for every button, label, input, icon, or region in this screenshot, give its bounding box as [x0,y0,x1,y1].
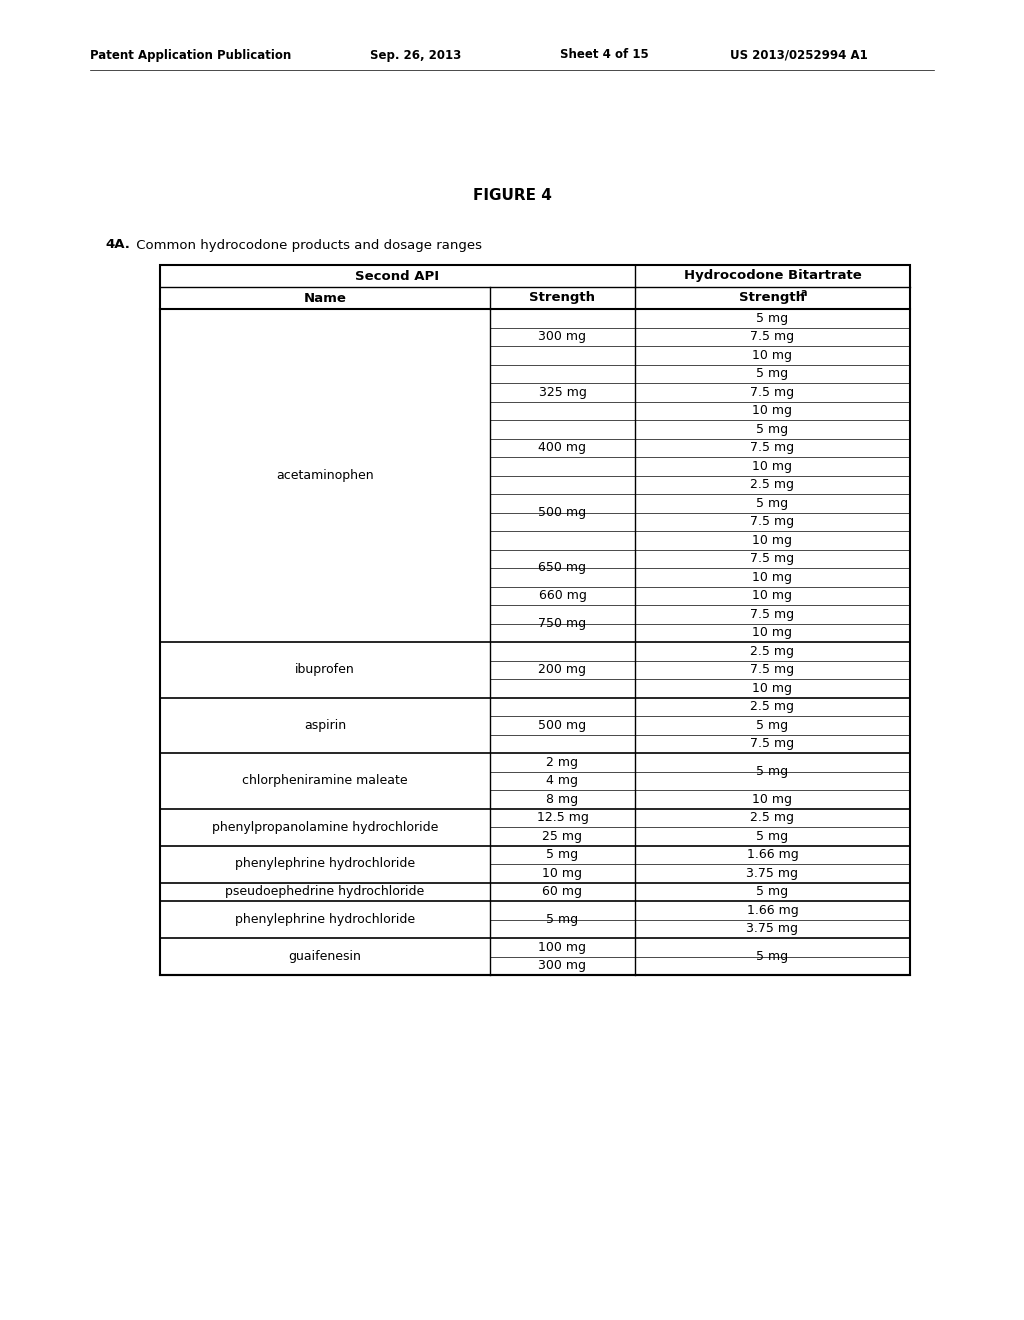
Text: 1.66 mg: 1.66 mg [746,849,799,861]
Text: 12.5 mg: 12.5 mg [537,812,589,824]
Text: 10 mg: 10 mg [753,681,793,694]
Text: ibuprofen: ibuprofen [295,663,355,676]
Text: 4A.: 4A. [105,239,130,252]
Text: Common hydrocodone products and dosage ranges: Common hydrocodone products and dosage r… [132,239,482,252]
Text: aspirin: aspirin [304,719,346,731]
Text: chlorpheniramine maleate: chlorpheniramine maleate [243,775,408,787]
Text: 7.5 mg: 7.5 mg [751,607,795,620]
Text: 10 mg: 10 mg [753,626,793,639]
Text: 5 mg: 5 mg [757,496,788,510]
Text: 300 mg: 300 mg [539,330,587,343]
Text: 10 mg: 10 mg [753,589,793,602]
Text: 10 mg: 10 mg [753,348,793,362]
Text: 5 mg: 5 mg [757,950,788,964]
Text: acetaminophen: acetaminophen [276,469,374,482]
Text: 7.5 mg: 7.5 mg [751,515,795,528]
Text: Sep. 26, 2013: Sep. 26, 2013 [370,49,461,62]
Text: 10 mg: 10 mg [753,459,793,473]
Text: 5 mg: 5 mg [757,422,788,436]
Text: 7.5 mg: 7.5 mg [751,663,795,676]
Text: 5 mg: 5 mg [757,830,788,842]
Text: Sheet 4 of 15: Sheet 4 of 15 [560,49,649,62]
Text: Patent Application Publication: Patent Application Publication [90,49,291,62]
Text: 2.5 mg: 2.5 mg [751,700,795,713]
Text: Strength: Strength [529,292,596,305]
Text: US 2013/0252994 A1: US 2013/0252994 A1 [730,49,867,62]
Text: 500 mg: 500 mg [539,506,587,519]
Text: 10 mg: 10 mg [753,533,793,546]
Text: 500 mg: 500 mg [539,719,587,731]
Text: 8 mg: 8 mg [547,793,579,805]
Text: 5 mg: 5 mg [757,367,788,380]
Text: 10 mg: 10 mg [753,570,793,583]
Text: a: a [801,288,807,298]
Text: FIGURE 4: FIGURE 4 [472,187,552,202]
Text: 5 mg: 5 mg [757,766,788,777]
Text: phenylephrine hydrochloride: phenylephrine hydrochloride [234,858,415,870]
Text: 5 mg: 5 mg [547,849,579,861]
Text: 7.5 mg: 7.5 mg [751,441,795,454]
Text: guaifenesin: guaifenesin [289,950,361,964]
Text: 7.5 mg: 7.5 mg [751,738,795,750]
Text: 5 mg: 5 mg [757,719,788,731]
Text: 100 mg: 100 mg [539,941,587,954]
Text: 3.75 mg: 3.75 mg [746,867,799,879]
Text: 4 mg: 4 mg [547,775,579,787]
Text: 650 mg: 650 mg [539,561,587,574]
Text: 2.5 mg: 2.5 mg [751,644,795,657]
Text: 2 mg: 2 mg [547,756,579,768]
Text: pseudoephedrine hydrochloride: pseudoephedrine hydrochloride [225,886,425,898]
Text: 7.5 mg: 7.5 mg [751,552,795,565]
Text: 1.66 mg: 1.66 mg [746,904,799,917]
Text: Name: Name [303,292,346,305]
Text: 7.5 mg: 7.5 mg [751,385,795,399]
Text: 60 mg: 60 mg [543,886,583,898]
Text: 10 mg: 10 mg [753,404,793,417]
Text: 2.5 mg: 2.5 mg [751,812,795,824]
Text: Hydrocodone Bitartrate: Hydrocodone Bitartrate [684,269,861,282]
Text: 750 mg: 750 mg [539,616,587,630]
Bar [160,265,910,975]
Text: Strength: Strength [739,292,806,305]
Text: phenylephrine hydrochloride: phenylephrine hydrochloride [234,913,415,927]
Text: 3.75 mg: 3.75 mg [746,923,799,936]
Text: 325 mg: 325 mg [539,385,587,399]
Text: 5 mg: 5 mg [757,886,788,898]
Text: Second API: Second API [355,269,439,282]
Text: 10 mg: 10 mg [543,867,583,879]
Text: 7.5 mg: 7.5 mg [751,330,795,343]
Text: 10 mg: 10 mg [753,793,793,805]
Text: phenylpropanolamine hydrochloride: phenylpropanolamine hydrochloride [212,821,438,833]
Text: 2.5 mg: 2.5 mg [751,478,795,491]
Text: 300 mg: 300 mg [539,960,587,973]
Text: 400 mg: 400 mg [539,441,587,454]
Text: 5 mg: 5 mg [547,913,579,927]
Text: 200 mg: 200 mg [539,663,587,676]
Text: 5 mg: 5 mg [757,312,788,325]
Text: 660 mg: 660 mg [539,589,587,602]
Text: 25 mg: 25 mg [543,830,583,842]
